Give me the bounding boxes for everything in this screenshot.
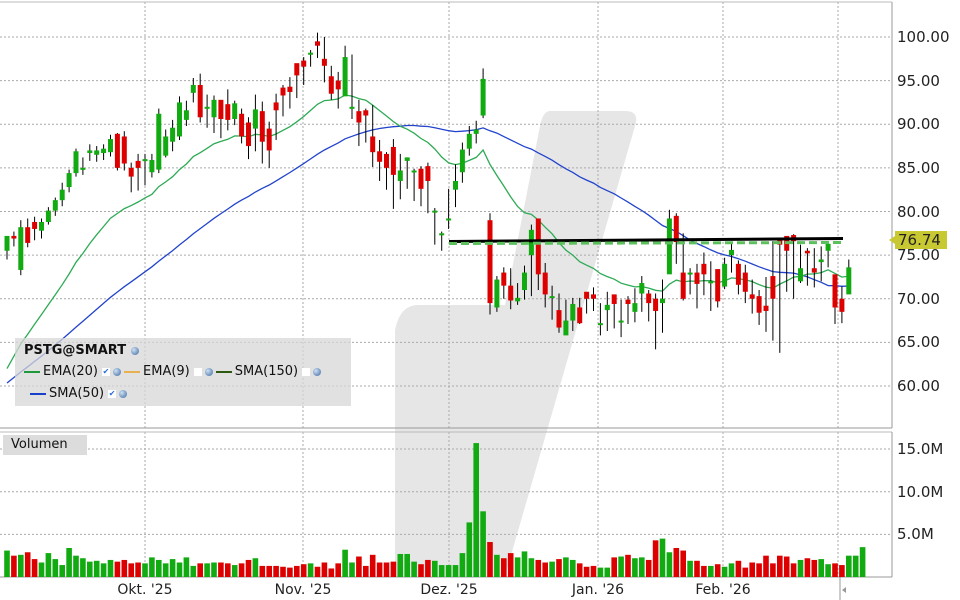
ema9-swatch: [124, 370, 141, 373]
scroll-arrow-icon[interactable]: [842, 587, 846, 593]
sma50-checkbox[interactable]: ✔: [108, 388, 117, 398]
price-tick-label: 75.00: [897, 246, 940, 265]
ema9-label[interactable]: EMA(9): [143, 364, 190, 379]
price-tick-label: 65.00: [897, 333, 940, 352]
last-price-tag: 76.74: [889, 231, 947, 249]
price-tick-label: 85.00: [897, 158, 940, 177]
time-tick-label: Feb. '26: [695, 582, 751, 598]
resistance-dashed-line[interactable]: [448, 241, 844, 245]
price-tick-label: 60.00: [897, 377, 940, 395]
symbol-label: PSTG@SMART: [24, 343, 127, 358]
symbol-title: PSTG@SMART: [24, 343, 142, 358]
ema20-label[interactable]: EMA(20): [43, 364, 99, 379]
sma150-swatch: [215, 370, 232, 373]
price-tick-label: 90.00: [897, 115, 940, 134]
legend-row-2: SMA(50) ✔: [30, 386, 130, 401]
watermark-logo: [395, 111, 637, 576]
legend-row-1: EMA(20) ✔ EMA(9) SMA(150): [24, 364, 324, 379]
price-tick-label: 80.00: [897, 202, 940, 221]
time-tick-label: Dez. '25: [420, 582, 478, 598]
price-tick-label: 70.00: [897, 289, 940, 308]
candlesticks: [4, 32, 852, 353]
sma150-settings-icon[interactable]: [313, 367, 322, 376]
time-tick-label: Jan. '26: [571, 582, 625, 598]
time-tick-label: Nov. '25: [274, 582, 332, 598]
settings-globe-icon[interactable]: [130, 346, 139, 355]
price-tick-label: 95.00: [897, 71, 940, 90]
ema20-swatch: [24, 370, 40, 373]
ema9-checkbox[interactable]: [193, 367, 202, 376]
ema20-settings-icon[interactable]: [113, 367, 122, 376]
ema9-settings-icon[interactable]: [204, 367, 213, 376]
sma50-label[interactable]: SMA(50): [49, 386, 105, 401]
volume-panel-label: Volumen: [3, 435, 87, 455]
indicator-legend: PSTG@SMART EMA(20) ✔ EMA(9) SMA(150) SMA…: [15, 338, 351, 406]
volume-tick-label: 5.0M: [897, 525, 934, 544]
sma150-label[interactable]: SMA(150): [234, 364, 299, 379]
volume-tick-label: 10.0M: [897, 482, 944, 501]
volume-bars: [4, 443, 866, 577]
sma50-line: [6, 124, 849, 384]
sma150-checkbox[interactable]: [302, 367, 311, 376]
ema20-line: [6, 94, 849, 369]
volume-tick-label: 15.0M: [897, 440, 944, 459]
sma50-swatch: [30, 392, 46, 395]
price-tick-label: 100.00: [897, 28, 950, 46]
time-tick-label: Okt. '25: [117, 582, 173, 598]
resistance-line[interactable]: [448, 237, 844, 243]
sma50-settings-icon[interactable]: [119, 389, 128, 398]
ema20-checkbox[interactable]: ✔: [102, 366, 111, 376]
